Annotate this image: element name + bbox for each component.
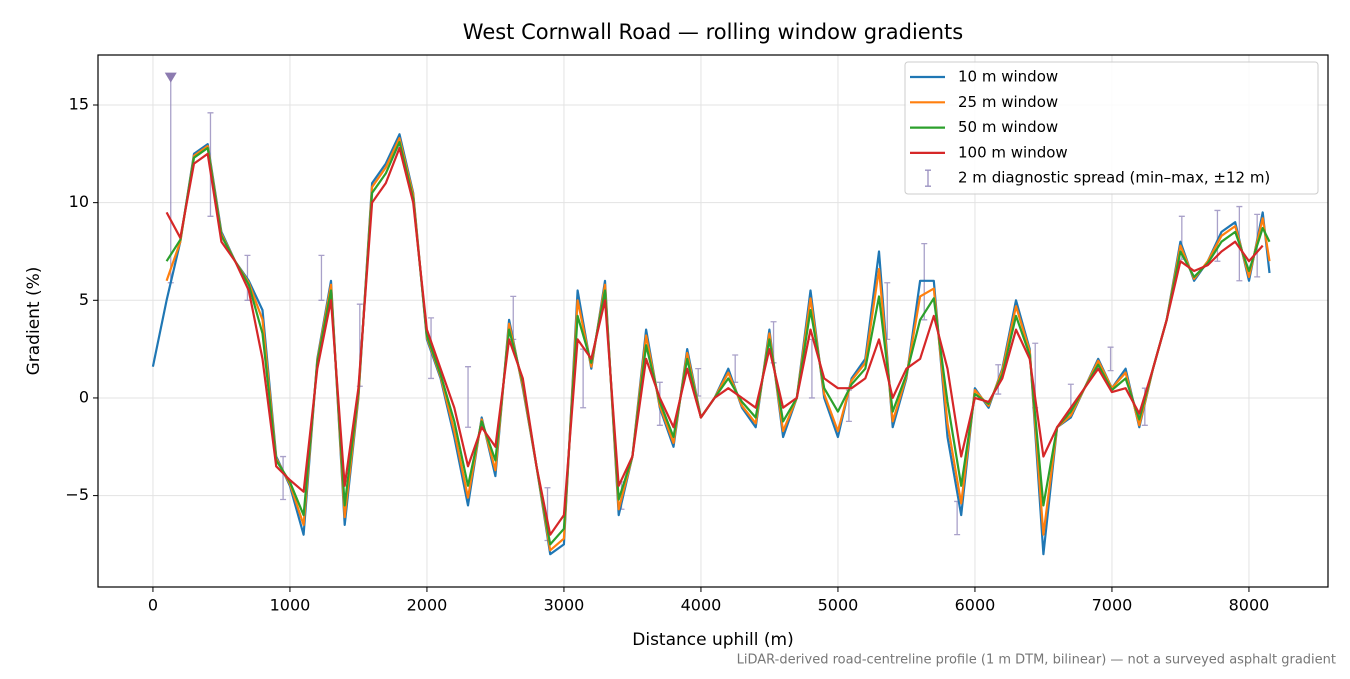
- error-bar: [580, 348, 587, 409]
- x-tick-label: 2000: [407, 596, 448, 615]
- legend-label: 50 m window: [958, 118, 1058, 136]
- y-tick-label: 15: [69, 94, 89, 113]
- legend-errorbar: [925, 169, 931, 187]
- marker: [164, 72, 177, 83]
- error-bar: [280, 455, 287, 501]
- x-tick-label: 7000: [1092, 596, 1133, 615]
- error-bar: [1214, 209, 1221, 262]
- y-tick-label: 10: [69, 192, 89, 211]
- legend-label: 100 m window: [958, 143, 1068, 161]
- x-tick-label: 3000: [544, 596, 585, 615]
- error-bar: [732, 354, 739, 383]
- x-tick-label: 6000: [955, 596, 996, 615]
- series-line: [165, 146, 1264, 536]
- legend-label: 25 m window: [958, 93, 1058, 111]
- legend-label: 2 m diagnostic spread (min–max, ±12 m): [958, 169, 1270, 187]
- x-tick-label: 4000: [681, 596, 722, 615]
- series-line: [165, 141, 1271, 546]
- y-tick-label: 5: [79, 290, 89, 309]
- legend-label: 10 m window: [958, 68, 1058, 86]
- series-line: [165, 137, 1271, 552]
- legend-box: [904, 61, 1319, 195]
- error-bar: [808, 338, 815, 399]
- footnote: LiDAR-derived road-centreline profile (1…: [737, 653, 1336, 668]
- x-axis-label: Distance uphill (m): [632, 630, 793, 650]
- x-tick-label: 1000: [270, 596, 311, 615]
- y-tick-label: −5: [65, 485, 89, 504]
- error-bar: [1107, 346, 1114, 372]
- y-axis-label: Gradient (%): [24, 267, 44, 376]
- plot-frame: [97, 54, 1329, 588]
- chart-title: West Cornwall Road — rolling window grad…: [463, 20, 963, 44]
- x-tick-label: 0: [148, 596, 158, 615]
- x-tick-label: 8000: [1229, 596, 1270, 615]
- error-bar: [318, 254, 325, 301]
- y-tick-label: 0: [79, 387, 89, 406]
- x-tick-label: 5000: [818, 596, 859, 615]
- error-bar: [465, 366, 472, 428]
